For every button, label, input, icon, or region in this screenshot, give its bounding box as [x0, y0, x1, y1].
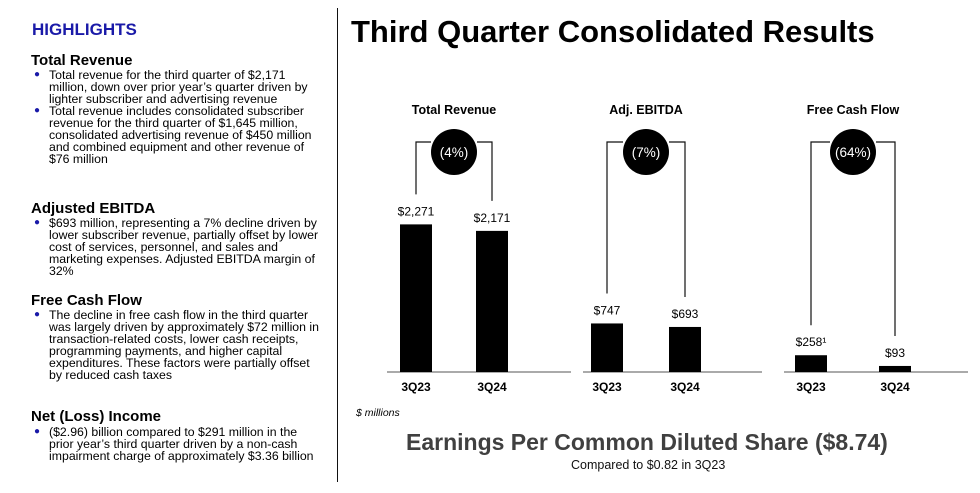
unit-note: $ millions	[356, 407, 400, 419]
change-label: (64%)	[835, 145, 871, 160]
change-bracket	[415, 141, 493, 201]
page-title: Third Quarter Consolidated Results	[351, 14, 875, 49]
bullet-list-adjusted-ebitda: ● $693 million, representing a 7% decline…	[31, 217, 321, 277]
eps-title: Earnings Per Common Diluted Share ($8.74…	[406, 429, 888, 455]
list-item: ● ($2.96) billion compared to $291 millio…	[34, 425, 314, 463]
bullet-list-free-cash-flow: ● The decline in free cash flow in the th…	[31, 309, 321, 381]
vertical-divider	[337, 8, 338, 482]
bullet-list-total-revenue: ● Total revenue for the third quarter of …	[31, 69, 321, 165]
change-label: (4%)	[440, 145, 469, 160]
chart-title: Adj. EBITDA	[609, 103, 683, 117]
highlights-heading: HIGHLIGHTS	[32, 20, 137, 39]
bullet-icon: ●	[34, 217, 41, 228]
chart-title: Free Cash Flow	[807, 103, 900, 117]
change-bracket	[606, 141, 686, 297]
bar-3q23	[795, 355, 827, 372]
eps-subtitle: Compared to $0.82 in 3Q23	[571, 458, 726, 472]
section-title-adjusted-ebitda: Adjusted EBITDA	[31, 200, 156, 217]
data-label: $693	[672, 307, 699, 321]
list-item: ● Total revenue includes consolidated sub…	[34, 104, 312, 166]
bullet-icon: ●	[34, 309, 41, 320]
change-bracket	[810, 141, 896, 336]
bar-3q24	[879, 365, 911, 372]
change-bubble	[623, 129, 669, 175]
bullet-icon: ●	[34, 426, 41, 437]
section-title-net-income: Net (Loss) Income	[31, 408, 162, 425]
data-label: $258¹	[796, 335, 827, 349]
bar-3q23	[591, 323, 623, 372]
category-label: 3Q24	[477, 380, 507, 394]
chart-title: Total Revenue	[412, 103, 497, 117]
bar-3q24	[476, 230, 508, 372]
list-item: ● Total revenue for the third quarter of …	[34, 68, 308, 106]
bar-3q24	[669, 326, 701, 372]
data-label: $2,171	[474, 211, 511, 225]
bar-3q23	[400, 224, 432, 372]
highlights-panel: HIGHLIGHTS Total Revenue ● Total revenue …	[0, 0, 335, 493]
section-title-free-cash-flow: Free Cash Flow	[31, 292, 142, 309]
change-bubble	[830, 129, 876, 175]
data-label: $2,271	[398, 204, 435, 218]
bullet-icon: ●	[34, 69, 41, 80]
change-bubble	[431, 129, 477, 175]
category-label: 3Q24	[880, 380, 910, 394]
category-label: 3Q23	[796, 380, 826, 394]
data-label: $747	[594, 303, 621, 317]
bullet-list-net-income: ● ($2.96) billion compared to $291 millio…	[31, 426, 321, 462]
bullet-icon: ●	[34, 105, 41, 116]
data-label: $93	[885, 346, 905, 360]
category-label: 3Q23	[401, 380, 431, 394]
list-item: ● $693 million, representing a 7% decline…	[34, 216, 319, 278]
category-label: 3Q23	[592, 380, 622, 394]
section-title-total-revenue: Total Revenue	[31, 52, 133, 69]
list-item: ● The decline in free cash flow in the th…	[34, 308, 319, 382]
change-label: (7%)	[632, 145, 661, 160]
category-label: 3Q24	[670, 380, 700, 394]
results-charts: Total Revenue $2,271 3Q23 $2,171 3Q24 (4%) Adj…	[387, 103, 968, 394]
